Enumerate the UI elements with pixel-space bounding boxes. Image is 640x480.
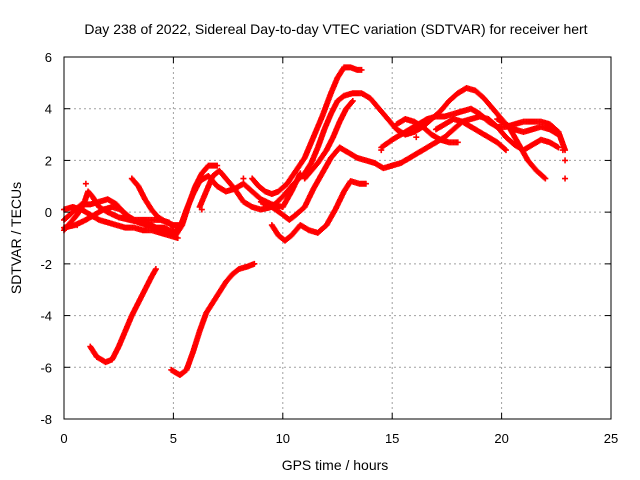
- data-point: [362, 180, 369, 187]
- x-tick-label: 0: [60, 431, 67, 446]
- series-arc-11: [268, 178, 369, 244]
- series-arc-6: [128, 175, 183, 229]
- x-tick-label: 10: [276, 431, 290, 446]
- data-point: [562, 157, 569, 164]
- data-point: [176, 222, 183, 229]
- chart-title: Day 238 of 2022, Sidereal Day-to-day VTE…: [84, 21, 587, 37]
- x-tick-label: 20: [494, 431, 508, 446]
- series-arc-12: [301, 97, 356, 182]
- tick-labels: 0 5 10 15 20 25 -8 -6 -4 -2 0 2 4 6: [40, 50, 618, 446]
- series-arc-15: [432, 116, 509, 154]
- data-point: [559, 147, 566, 154]
- data-point: [82, 180, 89, 187]
- data-point: [378, 147, 385, 154]
- data-point: [74, 222, 81, 229]
- data-point: [502, 147, 509, 154]
- data-point: [348, 99, 355, 106]
- data-point: [214, 162, 221, 169]
- y-axis-label: SDTVAR / TECUs: [8, 182, 24, 294]
- data-point: [562, 175, 569, 182]
- x-tick-label: 5: [170, 431, 177, 446]
- data-point: [240, 175, 247, 182]
- y-tick-label: -8: [40, 412, 52, 427]
- series-arc-8: [196, 85, 549, 213]
- data-points: [61, 64, 569, 379]
- y-tick-label: 6: [45, 50, 52, 65]
- y-tick-label: 4: [45, 102, 52, 117]
- data-point: [555, 144, 562, 151]
- series-arc-13: [378, 105, 569, 154]
- data-point: [251, 260, 258, 267]
- series-arc-5: [87, 266, 159, 366]
- x-tick-label: 15: [385, 431, 399, 446]
- plot-frame: [63, 56, 612, 420]
- axis-ticks: [63, 56, 612, 420]
- x-tick-label: 25: [604, 431, 618, 446]
- data-point: [413, 134, 420, 141]
- data-point: [198, 206, 205, 213]
- series-arc-9: [249, 64, 365, 198]
- y-tick-label: -4: [40, 309, 52, 324]
- data-point: [555, 131, 562, 138]
- data-point: [542, 175, 549, 182]
- series-outliers: [74, 134, 569, 229]
- grid-lines: [64, 57, 611, 419]
- data-point: [174, 235, 181, 241]
- data-point: [501, 146, 508, 153]
- data-point: [541, 174, 548, 181]
- data-point: [358, 66, 365, 73]
- series-arc-14: [393, 116, 461, 146]
- data-point: [454, 139, 461, 146]
- series-arc-16: [494, 116, 562, 138]
- x-axis-label: GPS time / hours: [282, 457, 389, 473]
- y-tick-label: -2: [40, 257, 52, 272]
- series-arc-7: [168, 260, 258, 379]
- y-tick-label: 0: [45, 205, 52, 220]
- y-tick-label: 2: [45, 153, 52, 168]
- data-point: [349, 97, 356, 104]
- data-point: [152, 266, 159, 273]
- y-tick-label: -6: [40, 360, 52, 375]
